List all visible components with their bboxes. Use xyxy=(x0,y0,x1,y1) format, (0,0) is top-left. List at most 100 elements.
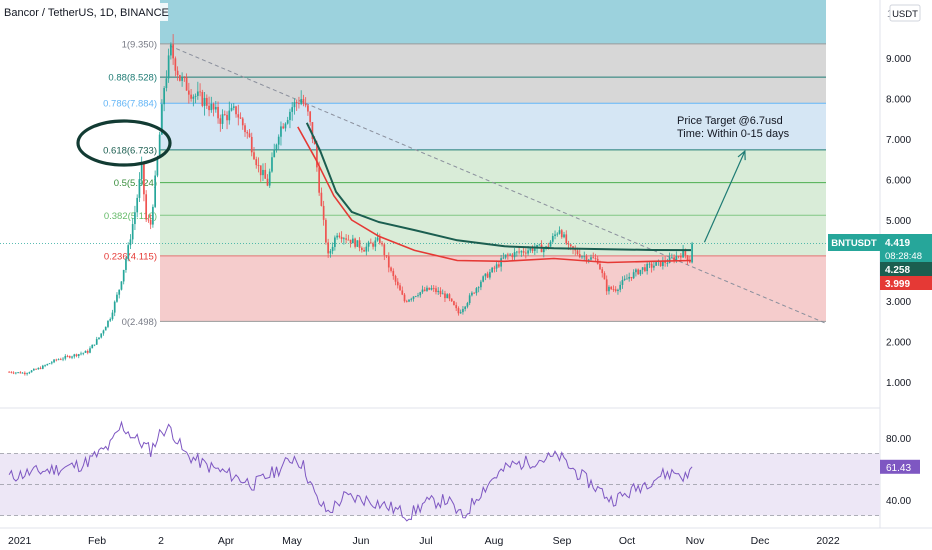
time-tick-label: Feb xyxy=(88,535,106,547)
candle-body xyxy=(556,233,559,235)
candle-body xyxy=(632,272,635,279)
candle-body xyxy=(554,234,556,237)
candle-body xyxy=(165,78,168,89)
candle-body xyxy=(446,294,449,299)
candle-body xyxy=(484,273,487,277)
candle-body xyxy=(513,252,516,258)
candle-body xyxy=(437,290,440,293)
candle-body xyxy=(347,239,350,241)
candle-body xyxy=(134,212,136,225)
symbol-title[interactable]: Bancor / TetherUS, 1D, BINANCE xyxy=(4,7,169,19)
time-tick-label: Aug xyxy=(485,535,504,547)
time-tick-label: Nov xyxy=(686,535,705,547)
candle-body xyxy=(86,350,89,353)
highlight-ellipse[interactable] xyxy=(76,119,172,167)
candle-body xyxy=(273,149,276,158)
candle-body xyxy=(653,265,655,268)
candle-body xyxy=(529,248,532,251)
candle-body xyxy=(262,169,264,176)
rsi-value: 61.43 xyxy=(886,463,911,474)
candle-body xyxy=(338,235,341,237)
symbol-tag-label: BNTUSDT xyxy=(831,238,877,249)
annotation-text[interactable]: Price Target @6.7usd xyxy=(677,115,783,127)
candle-body xyxy=(246,132,249,134)
candle-body xyxy=(30,370,33,373)
last-price-label xyxy=(880,234,932,262)
price-axis[interactable]: 9.000 8.000 7.000 6.000 5.000 3.000 2.000 1.000 xyxy=(886,54,911,389)
candle-body xyxy=(644,267,646,272)
candle-body xyxy=(205,97,208,106)
candle-body xyxy=(390,267,392,271)
candle-body xyxy=(489,272,491,278)
candle-body xyxy=(311,122,314,140)
rsi-pane[interactable] xyxy=(0,420,880,522)
candle-body xyxy=(28,372,31,374)
candle-body xyxy=(210,103,213,111)
candle-body xyxy=(12,372,15,374)
candle-body xyxy=(527,250,529,254)
price-tick-label: 7.000 xyxy=(886,135,911,146)
rsi-axis[interactable]: 80.00 40.00 61.43 xyxy=(880,434,920,507)
candle-body xyxy=(628,276,631,279)
candle-body xyxy=(302,99,305,104)
ema-long-price-label xyxy=(880,262,932,276)
candle-body xyxy=(46,363,49,366)
candle-body xyxy=(641,267,644,270)
time-tick-label: Jun xyxy=(353,535,370,547)
ema-short-line[interactable] xyxy=(297,126,692,264)
candle-body xyxy=(590,257,592,260)
candle-body xyxy=(91,344,94,349)
candle-body xyxy=(569,244,572,247)
candle-body xyxy=(444,293,446,299)
fib-zone xyxy=(160,215,826,256)
currency-button-label[interactable]: USDT xyxy=(892,9,918,20)
candle-body xyxy=(62,358,64,360)
candle-body xyxy=(515,251,518,253)
candle-body xyxy=(495,264,498,269)
candle-body xyxy=(325,219,327,243)
candle-body xyxy=(623,278,626,281)
ema-long-line[interactable] xyxy=(305,122,692,252)
candle-body xyxy=(82,352,85,354)
candle-body xyxy=(500,258,502,267)
candle-body xyxy=(334,237,336,247)
time-axis[interactable]: 2021 Feb 2 Apr May Jun Jul Aug Sep Oct Nov Dec 2022 xyxy=(8,535,840,547)
candle-body xyxy=(441,293,444,295)
candle-body xyxy=(172,44,174,59)
target-arrow[interactable] xyxy=(703,150,746,243)
price-tick-label: 6.000 xyxy=(886,176,911,187)
candle-body xyxy=(241,118,244,126)
candle-body xyxy=(174,58,177,71)
candle-body xyxy=(156,157,159,176)
fib-zone xyxy=(160,103,826,150)
candle-body xyxy=(576,250,579,255)
candle-body xyxy=(354,238,356,247)
candle-body xyxy=(214,106,217,110)
candle-body xyxy=(331,246,334,252)
candle-body xyxy=(10,371,13,373)
candle-body xyxy=(73,354,76,357)
candle-body xyxy=(221,114,224,124)
annotation-text[interactable]: Time: Within 0-15 days xyxy=(677,128,790,140)
candle-body xyxy=(298,103,300,105)
last-price-value: 4.419 xyxy=(885,238,910,249)
fib-zone xyxy=(160,149,826,183)
candle-body xyxy=(677,256,680,257)
candle-body xyxy=(684,249,687,256)
candle-body xyxy=(637,269,640,275)
candle-body xyxy=(473,292,476,294)
candle-body xyxy=(199,91,201,93)
candle-body xyxy=(662,260,664,267)
candle-body xyxy=(77,354,80,357)
candle-body xyxy=(551,236,554,242)
candle-body xyxy=(327,242,329,254)
time-tick-label: 2 xyxy=(158,535,164,547)
currency-button[interactable] xyxy=(889,4,921,22)
rsi-line[interactable] xyxy=(8,420,693,522)
candle-body xyxy=(365,246,368,252)
candle-body xyxy=(648,263,651,265)
candle-body xyxy=(340,236,343,240)
candle-body xyxy=(75,354,78,357)
candle-body xyxy=(8,371,10,373)
candle-body xyxy=(187,90,190,95)
